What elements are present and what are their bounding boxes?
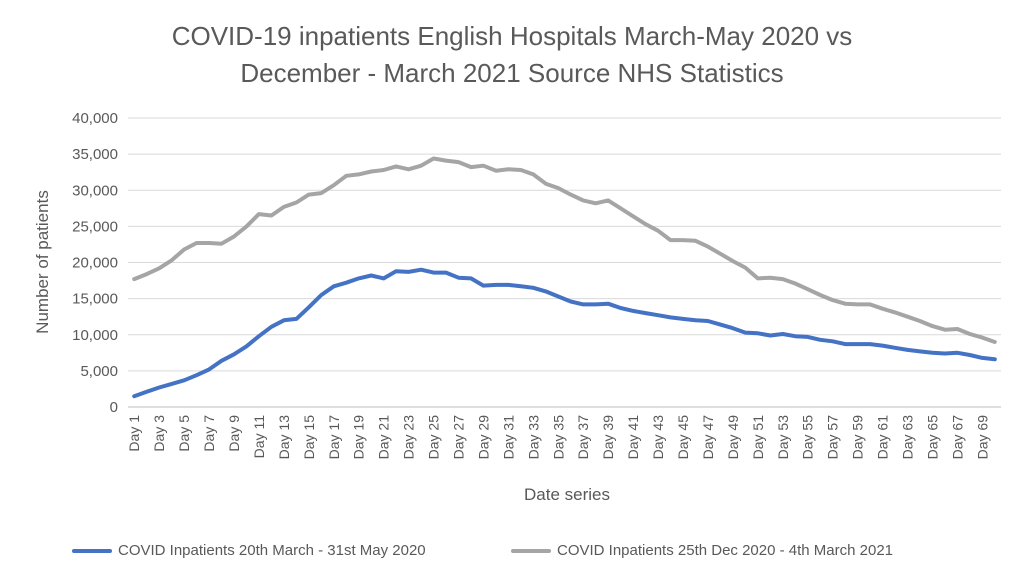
y-tick-label: 25,000 bbox=[72, 218, 118, 235]
x-tick-label: Day 21 bbox=[376, 415, 392, 460]
x-tick-label: Day 25 bbox=[426, 415, 442, 460]
x-tick-label: Day 67 bbox=[949, 415, 965, 460]
y-tick-label: 15,000 bbox=[72, 291, 118, 308]
x-tick-label: Day 57 bbox=[825, 415, 841, 460]
x-tick-label: Day 49 bbox=[725, 415, 741, 460]
x-tick-label: Day 61 bbox=[875, 415, 891, 460]
x-tick-label: Day 43 bbox=[650, 415, 666, 460]
x-tick-label: Day 33 bbox=[525, 415, 541, 460]
x-tick-label: Day 31 bbox=[500, 415, 516, 460]
x-tick-label: Day 5 bbox=[176, 415, 192, 452]
chart-title-line-1: COVID-19 inpatients English Hospitals Ma… bbox=[171, 21, 853, 51]
x-tick-label: Day 37 bbox=[575, 415, 591, 460]
series-line-2 bbox=[132, 156, 997, 344]
legend: COVID Inpatients 20th March - 31st May 2… bbox=[0, 542, 1024, 566]
legend-label-series-2: COVID Inpatients 25th Dec 2020 - 4th Mar… bbox=[557, 542, 894, 559]
gridlines bbox=[128, 117, 1001, 408]
x-tick-label: Day 53 bbox=[775, 415, 791, 460]
x-tick-label: Day 47 bbox=[700, 415, 716, 460]
x-axis-ticks: Day 1 Day 3 Day 5 Day 7 Day 9 Day 11 Day 13 Day… bbox=[126, 415, 990, 460]
y-axis-ticks: 0 5,000 10,000 15,000 20,000 25,000 30,000 35,0… bbox=[72, 110, 118, 416]
y-tick-label: 10,000 bbox=[72, 327, 118, 344]
legend-item-series-2: COVID Inpatients 25th Dec 2020 - 4th Mar… bbox=[511, 542, 893, 559]
x-tick-label: Day 51 bbox=[750, 415, 766, 460]
x-tick-label: Day 3 bbox=[151, 415, 167, 452]
legend-swatch-series-1 bbox=[72, 548, 112, 553]
y-tick-label: 30,000 bbox=[72, 182, 118, 199]
x-tick-label: Day 7 bbox=[201, 415, 217, 452]
x-tick-label: Day 27 bbox=[450, 415, 466, 460]
legend-item-series-1: COVID Inpatients 20th March - 31st May 2… bbox=[72, 542, 426, 559]
y-tick-label: 0 bbox=[110, 399, 118, 416]
x-tick-label: Day 65 bbox=[924, 415, 940, 460]
y-tick-label: 20,000 bbox=[72, 255, 118, 272]
x-axis-label: Date series bbox=[524, 485, 610, 504]
series-line-1 bbox=[132, 267, 997, 399]
x-tick-label: Day 29 bbox=[475, 415, 491, 460]
series-lines bbox=[132, 156, 997, 399]
y-axis-label: Number of patients bbox=[33, 190, 52, 334]
y-tick-label: 40,000 bbox=[72, 110, 118, 127]
x-tick-label: Day 17 bbox=[326, 415, 342, 460]
x-tick-label: Day 1 bbox=[126, 415, 142, 452]
x-tick-label: Day 23 bbox=[401, 415, 417, 460]
x-tick-label: Day 19 bbox=[351, 415, 367, 460]
x-tick-label: Day 9 bbox=[226, 415, 242, 452]
y-tick-label: 35,000 bbox=[72, 146, 118, 163]
x-tick-label: Day 13 bbox=[276, 415, 292, 460]
x-tick-label: Day 69 bbox=[974, 415, 990, 460]
x-tick-label: Day 45 bbox=[675, 415, 691, 460]
x-tick-label: Day 63 bbox=[899, 415, 915, 460]
chart-title: COVID-19 inpatients English Hospitals Ma… bbox=[0, 18, 1024, 92]
x-tick-label: Day 55 bbox=[800, 415, 816, 460]
legend-label-series-1: COVID Inpatients 20th March - 31st May 2… bbox=[118, 542, 426, 559]
x-tick-label: Day 15 bbox=[301, 415, 317, 460]
x-tick-label: Day 59 bbox=[850, 415, 866, 460]
legend-swatch-series-2 bbox=[511, 548, 551, 553]
y-tick-label: 5,000 bbox=[80, 363, 118, 380]
x-tick-label: Day 41 bbox=[625, 415, 641, 460]
x-tick-label: Day 35 bbox=[550, 415, 566, 460]
x-tick-label: Day 39 bbox=[600, 415, 616, 460]
chart-title-line-2: December - March 2021 Source NHS Statist… bbox=[240, 58, 784, 88]
x-tick-label: Day 11 bbox=[251, 415, 267, 459]
